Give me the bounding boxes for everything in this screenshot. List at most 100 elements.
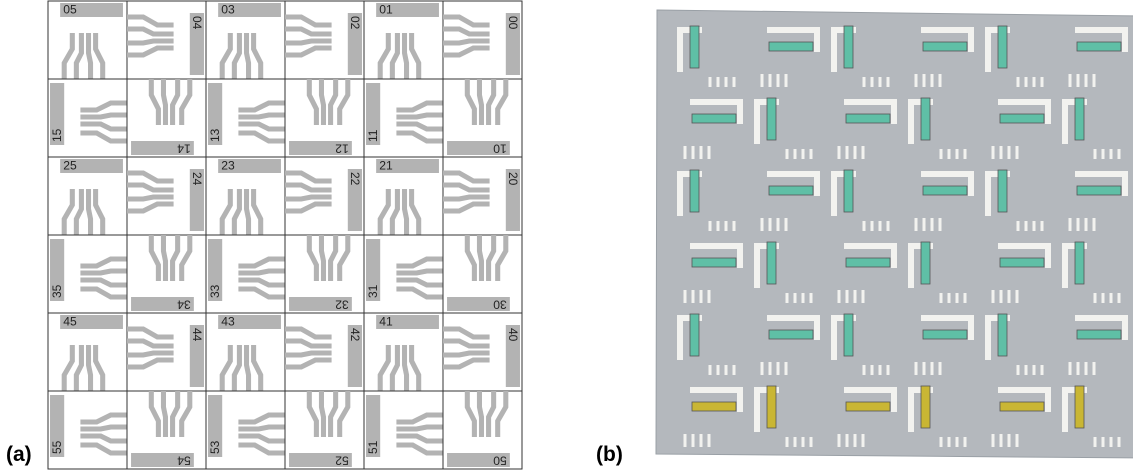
cell-label: 50	[493, 453, 507, 467]
trace	[247, 33, 249, 79]
sensor-chip	[769, 330, 813, 339]
trace	[321, 235, 323, 281]
trace	[479, 391, 481, 437]
sensor-chip	[846, 258, 890, 267]
cell-label: 05	[63, 3, 77, 17]
sensor-chip	[846, 402, 890, 411]
cell-label: 11	[366, 129, 380, 142]
sensor-chip	[921, 386, 930, 428]
trace	[443, 197, 490, 199]
sensor-chip	[923, 330, 967, 339]
cell-label: 45	[63, 315, 77, 329]
trace	[285, 197, 332, 199]
sensor-chip	[998, 170, 1007, 212]
panel-label: (b)	[596, 443, 623, 466]
cell-label: 01	[379, 3, 393, 17]
cell-label: 04	[190, 16, 204, 30]
sensor-chip	[769, 42, 813, 51]
trace	[479, 235, 481, 281]
trace	[396, 271, 443, 273]
trace	[396, 427, 443, 429]
trace	[247, 189, 249, 235]
figure: (a) (b) 05040302010015141312111025242322…	[0, 0, 1133, 472]
cell-label: 51	[366, 440, 380, 454]
electrode-layout: 0504030201001514131211102524232221203534…	[48, 1, 522, 469]
trace	[285, 353, 332, 355]
cell-label: 53	[208, 440, 222, 454]
trace	[285, 41, 332, 43]
cell-label: 43	[221, 315, 235, 329]
trace	[238, 115, 285, 117]
trace	[479, 79, 481, 125]
cell-label: 22	[348, 172, 362, 186]
sensor-chip	[1075, 386, 1084, 428]
trace	[405, 345, 407, 391]
trace	[80, 115, 127, 117]
sensor-chip	[844, 170, 853, 212]
trace	[247, 345, 249, 391]
cell-label: 52	[335, 453, 349, 467]
sensor-chip	[690, 170, 699, 212]
cell-label: 35	[50, 284, 64, 298]
trace	[89, 345, 91, 391]
sensor-chip	[767, 242, 776, 284]
panel-label: (a)	[6, 443, 32, 466]
sensor-chip	[1000, 402, 1044, 411]
cell-label: 21	[379, 159, 393, 173]
sensor-chip	[923, 42, 967, 51]
sensor-chip	[692, 258, 736, 267]
cell-label: 44	[190, 328, 204, 342]
sensor-chip	[690, 26, 699, 68]
trace	[89, 33, 91, 79]
cell-label: 00	[506, 16, 520, 30]
sensor-chip	[692, 402, 736, 411]
cell-label: 30	[493, 297, 507, 311]
trace	[127, 353, 174, 355]
cell-label: 12	[335, 141, 349, 155]
sensor-chip	[690, 314, 699, 356]
sensor-chip	[767, 98, 776, 140]
cell-label: 13	[208, 128, 222, 142]
sensor-chip	[844, 26, 853, 68]
cell-label: 32	[335, 297, 349, 311]
trace	[321, 79, 323, 125]
sensor-chip	[1077, 186, 1121, 195]
sensor-chip	[1000, 258, 1044, 267]
sensor-chip	[1075, 242, 1084, 284]
trace	[443, 353, 490, 355]
sensor-chip	[921, 242, 930, 284]
sensor-chip	[998, 26, 1007, 68]
sensor-chip	[692, 114, 736, 123]
sensor-chip	[1077, 330, 1121, 339]
cell-label: 31	[366, 284, 380, 298]
cell-label: 42	[348, 328, 362, 342]
cell-label: 10	[493, 141, 507, 155]
trace	[80, 271, 127, 273]
trace	[163, 391, 165, 437]
sensor-chip	[846, 114, 890, 123]
cell-label: 20	[506, 172, 520, 186]
cell-label: 23	[221, 159, 235, 173]
trace	[238, 427, 285, 429]
cell-label: 24	[190, 172, 204, 186]
sensor-chip	[1000, 114, 1044, 123]
trace	[127, 197, 174, 199]
trace	[89, 189, 91, 235]
trace	[163, 235, 165, 281]
sensor-chip	[844, 314, 853, 356]
trace	[443, 41, 490, 43]
cell-label: 54	[177, 453, 191, 467]
cell-label: 25	[63, 159, 77, 173]
cell-label: 41	[379, 315, 393, 329]
cell-label: 15	[50, 128, 64, 142]
trace	[80, 427, 127, 429]
trace	[396, 115, 443, 117]
sensor-chip	[921, 98, 930, 140]
photo	[656, 10, 1133, 458]
trace	[405, 33, 407, 79]
cell-label: 03	[221, 3, 235, 17]
cell-label: 14	[177, 141, 191, 155]
sensor-chip	[1077, 42, 1121, 51]
cell-label: 33	[208, 284, 222, 298]
sensor-chip	[1075, 98, 1084, 140]
